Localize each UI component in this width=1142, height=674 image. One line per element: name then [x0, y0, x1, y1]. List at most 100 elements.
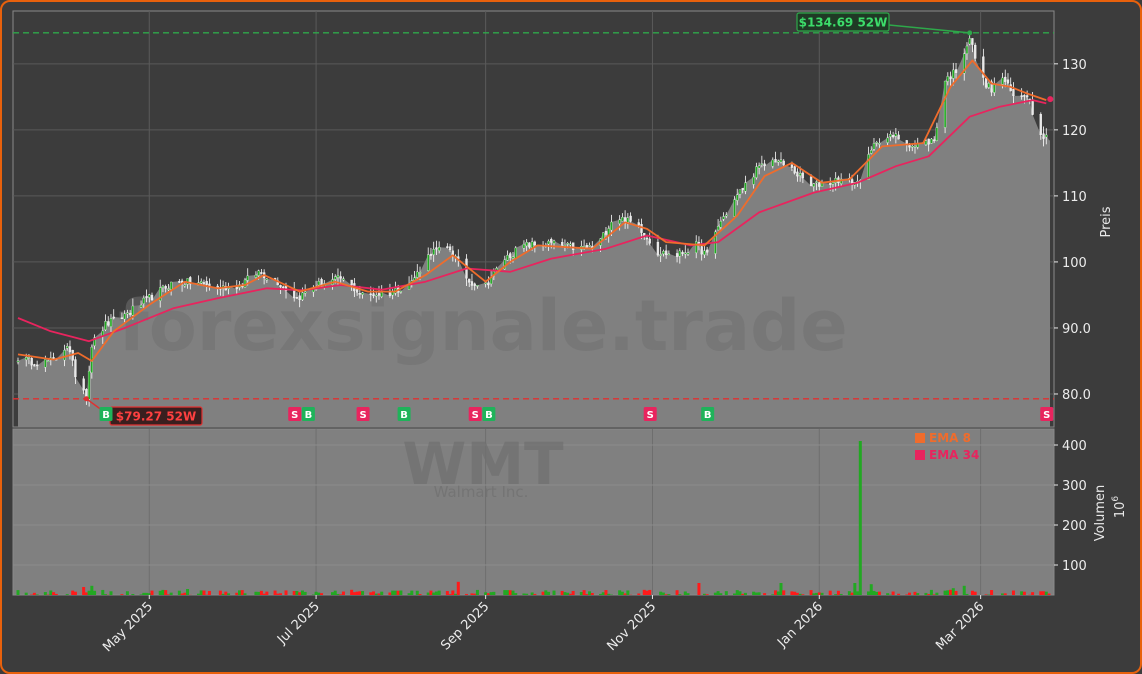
volume-bar	[131, 594, 135, 595]
candle-body	[470, 281, 474, 286]
volume-bar	[1003, 593, 1007, 595]
volume-bar	[970, 590, 974, 595]
site-watermark: forexsignale.trade	[118, 285, 847, 367]
volume-bar	[295, 590, 299, 595]
volume-bar	[667, 594, 671, 595]
volume-bar	[924, 592, 928, 595]
candle-body	[610, 221, 613, 231]
volume-bar	[503, 590, 507, 595]
volume-bar	[856, 591, 860, 595]
candle-body	[736, 194, 739, 201]
volume-axis-exponent: 106	[1111, 496, 1128, 519]
candle-body	[282, 286, 285, 289]
volume-bar	[1042, 591, 1046, 595]
volume-bar	[757, 592, 761, 595]
candle-body	[777, 160, 780, 163]
volume-bar	[484, 592, 488, 595]
volume-bar	[164, 590, 168, 595]
volume-bar	[590, 593, 594, 595]
candle-body	[891, 135, 895, 138]
candle-body	[380, 292, 383, 297]
volume-bar	[927, 593, 931, 595]
candle-body	[604, 230, 608, 235]
volume-bar	[73, 591, 77, 595]
candle-body	[235, 286, 238, 290]
candle-body	[418, 272, 422, 274]
candle-body	[588, 244, 591, 247]
candle-body	[656, 241, 660, 256]
volume-bar	[317, 592, 321, 595]
legend-swatch-ema-34	[915, 450, 925, 460]
candle-body	[793, 166, 796, 174]
volume-bar	[341, 591, 345, 595]
volume-bar	[661, 592, 665, 595]
ema-8-line	[17, 59, 1047, 362]
candle-body	[1012, 89, 1015, 97]
volume-bar	[850, 592, 854, 595]
volume-bar	[568, 593, 572, 595]
volume-bar	[52, 592, 56, 595]
volume-bar	[49, 590, 53, 595]
candle-body	[246, 275, 249, 281]
volume-bar	[812, 593, 816, 595]
volume-bar	[683, 591, 687, 595]
candle-body	[350, 279, 353, 286]
volume-bar	[563, 592, 567, 595]
candle-body	[725, 214, 728, 217]
volume-bar	[292, 591, 296, 595]
volume-bar	[897, 593, 901, 595]
volume-bar	[913, 591, 917, 595]
candle-body	[897, 134, 900, 140]
volume-bar	[90, 585, 94, 595]
candle-body	[104, 321, 107, 330]
volume-bar	[875, 591, 879, 595]
candle-body	[790, 164, 794, 168]
signal-label-9: S	[1043, 410, 1050, 421]
date-tick-label-5: Mar 2026	[933, 599, 987, 653]
volume-bar	[579, 591, 583, 595]
volume-bar	[142, 592, 146, 595]
signal-badge-1	[288, 407, 302, 421]
signal-label-2: B	[305, 410, 313, 421]
volume-bar	[637, 593, 641, 595]
volume-bar	[358, 591, 362, 595]
volume-bar	[719, 593, 723, 595]
candle-body	[796, 171, 799, 177]
volume-bar	[221, 593, 225, 595]
candle-body	[561, 242, 564, 246]
volume-bars	[16, 441, 1051, 595]
volume-tick-label-3: 400	[1062, 439, 1087, 454]
volume-bar	[352, 592, 356, 595]
volume-bar	[393, 590, 397, 595]
volume-bar	[705, 594, 709, 595]
candle-body	[159, 287, 162, 301]
volume-bar	[541, 591, 545, 595]
candle-body	[27, 357, 31, 359]
candle-body	[438, 247, 441, 251]
candle-body	[932, 139, 936, 142]
candle-body	[645, 237, 649, 240]
volume-bar	[434, 591, 438, 595]
volume-bar	[380, 591, 384, 595]
volume-bar	[320, 593, 324, 595]
candle-body	[963, 53, 966, 74]
candle-body	[183, 284, 186, 287]
price-tick-label-2: 100	[1062, 256, 1087, 271]
volume-bar	[377, 593, 381, 595]
candle-body	[336, 275, 340, 278]
candle-body	[33, 364, 36, 367]
candle-body	[621, 217, 624, 222]
candle-body	[686, 252, 690, 255]
volume-bar	[713, 592, 717, 595]
candle-body	[473, 283, 476, 286]
candle-body	[572, 242, 575, 250]
candle-body	[752, 176, 755, 185]
candle-body	[339, 276, 342, 279]
candle-body	[946, 76, 949, 82]
candle-body	[1023, 94, 1026, 97]
candle-body	[667, 253, 671, 256]
volume-bar	[139, 594, 143, 595]
candle-body	[782, 160, 785, 165]
volume-bar	[828, 590, 832, 595]
